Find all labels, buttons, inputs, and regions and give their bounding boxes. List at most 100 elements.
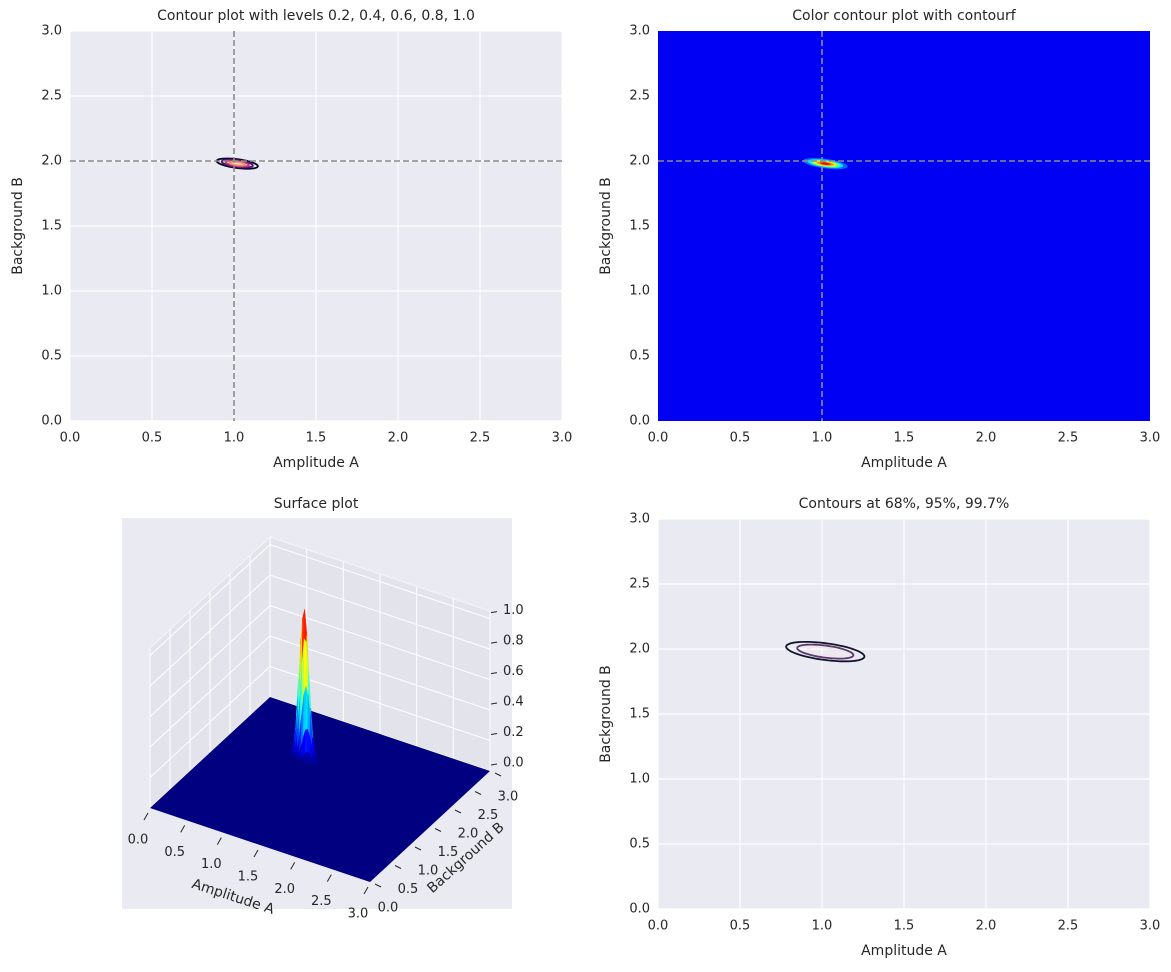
y-tick-label: 3.0 bbox=[629, 512, 650, 527]
x-tick-label: 2.5 bbox=[470, 431, 491, 446]
chart-title: Color contour plot with contourf bbox=[792, 8, 1017, 24]
tick-mark bbox=[414, 846, 422, 851]
x-tick-label: 2.0 bbox=[976, 919, 997, 934]
y-tick-label: 2.5 bbox=[629, 89, 650, 104]
tick-mark bbox=[490, 611, 498, 614]
surface-floor bbox=[150, 697, 490, 882]
chart-title: Surface plot bbox=[274, 496, 359, 512]
x-tick-label: 1.0 bbox=[812, 919, 833, 934]
y-axis-label: Background B bbox=[598, 665, 614, 763]
plot-layer bbox=[70, 31, 562, 421]
x-tick-label: 0.0 bbox=[128, 833, 149, 848]
contour-line bbox=[228, 160, 246, 167]
plot-layer bbox=[658, 31, 1150, 421]
chart-title: Contours at 68%, 95%, 99.7% bbox=[799, 496, 1010, 512]
tick-mark bbox=[374, 883, 382, 888]
y-tick-label: 2.5 bbox=[478, 808, 499, 823]
x-axis-label: Amplitude A bbox=[861, 943, 947, 959]
grid-line bbox=[149, 544, 491, 656]
x-tick-label: 2.5 bbox=[1058, 919, 1079, 934]
contour-line bbox=[224, 159, 250, 168]
y-tick-label: 3.0 bbox=[498, 790, 519, 805]
tick-mark bbox=[143, 812, 149, 821]
x-tick-label: 3.0 bbox=[1140, 431, 1161, 446]
y-tick-label: 1.5 bbox=[629, 707, 650, 722]
y-tick-label: 1.0 bbox=[418, 864, 439, 879]
y-tick-label: 0.0 bbox=[629, 414, 650, 429]
x-tick-label: 1.0 bbox=[224, 431, 245, 446]
x-tick-label: 0.0 bbox=[60, 431, 81, 446]
surface-patch bbox=[315, 762, 319, 767]
tick-mark bbox=[216, 837, 222, 845]
y-tick-label: 0.0 bbox=[629, 902, 650, 917]
x-axis-label: Amplitude A bbox=[273, 455, 359, 471]
tick-mark bbox=[490, 733, 498, 736]
x-tick-label: 2.0 bbox=[388, 431, 409, 446]
x-tick-label: 1.5 bbox=[238, 870, 259, 885]
y-tick-label: 0.5 bbox=[629, 349, 650, 364]
y-tick-label: 3.0 bbox=[629, 24, 650, 39]
tick-mark bbox=[180, 825, 186, 833]
x-tick-label: 3.0 bbox=[348, 907, 369, 922]
x-tick-label: 0.5 bbox=[164, 845, 185, 860]
x-tick-label: 2.0 bbox=[976, 431, 997, 446]
tick-mark bbox=[490, 702, 498, 705]
tick-mark bbox=[494, 772, 502, 777]
y-tick-label: 1.5 bbox=[629, 219, 650, 234]
y-tick-label: 2.0 bbox=[458, 827, 479, 842]
tick-mark bbox=[490, 763, 498, 766]
y-tick-label: 0.0 bbox=[378, 901, 399, 916]
x-axis-label: Amplitude A bbox=[861, 455, 947, 471]
y-tick-label: 2.5 bbox=[41, 89, 62, 104]
y-tick-label: 3.0 bbox=[41, 24, 62, 39]
y-axis-label: Background B bbox=[598, 177, 614, 275]
tick-mark bbox=[474, 791, 482, 795]
tick-mark bbox=[454, 809, 462, 814]
y-tick-label: 2.0 bbox=[629, 154, 650, 169]
tick-mark bbox=[290, 862, 296, 870]
y-axis-label: Background B bbox=[10, 177, 26, 275]
z-tick-label: 0.0 bbox=[503, 756, 524, 771]
x-tick-label: 0.5 bbox=[142, 431, 163, 446]
chart-title: Contour plot with levels 0.2, 0.4, 0.6, … bbox=[157, 8, 475, 24]
x-tick-label: 2.0 bbox=[274, 882, 295, 897]
y-tick-label: 2.5 bbox=[629, 577, 650, 592]
x-tick-label: 1.5 bbox=[306, 431, 327, 446]
y-tick-label: 1.0 bbox=[629, 284, 650, 299]
tick-mark bbox=[394, 865, 402, 869]
y-tick-label: 1.5 bbox=[438, 845, 459, 860]
x-tick-label: 2.5 bbox=[1058, 431, 1079, 446]
x-tick-label: 3.0 bbox=[1140, 919, 1161, 934]
z-tick-label: 1.0 bbox=[503, 603, 524, 618]
x-tick-label: 1.5 bbox=[894, 431, 915, 446]
grid-line bbox=[149, 635, 491, 748]
grid-line bbox=[149, 605, 491, 717]
tick-mark bbox=[490, 672, 498, 675]
y-tick-label: 0.5 bbox=[398, 882, 419, 897]
tick-mark bbox=[326, 874, 332, 882]
grid-line bbox=[149, 574, 491, 687]
x-tick-label: 0.0 bbox=[648, 431, 669, 446]
y-tick-label: 0.5 bbox=[41, 349, 62, 364]
x-tick-label: 1.5 bbox=[894, 919, 915, 934]
y-tick-label: 0.0 bbox=[41, 414, 62, 429]
y-tick-label: 0.5 bbox=[629, 837, 650, 852]
x-tick-label: 0.5 bbox=[730, 919, 751, 934]
tick-mark bbox=[363, 886, 369, 895]
x-tick-label: 2.5 bbox=[311, 894, 332, 909]
contour-fill bbox=[658, 31, 1150, 421]
contour-line bbox=[806, 646, 844, 657]
grid-line bbox=[149, 665, 491, 778]
contour-line bbox=[785, 641, 866, 663]
x-tick-label: 1.0 bbox=[812, 431, 833, 446]
z-tick-label: 0.8 bbox=[503, 634, 524, 649]
plot-layer bbox=[658, 519, 1150, 909]
z-tick-label: 0.2 bbox=[503, 725, 524, 740]
tick-mark bbox=[253, 849, 259, 858]
y-tick-label: 2.0 bbox=[629, 642, 650, 657]
z-tick-label: 0.4 bbox=[503, 695, 524, 710]
y-tick-label: 2.0 bbox=[41, 154, 62, 169]
y-tick-label: 1.5 bbox=[41, 219, 62, 234]
contour-line bbox=[796, 643, 855, 660]
